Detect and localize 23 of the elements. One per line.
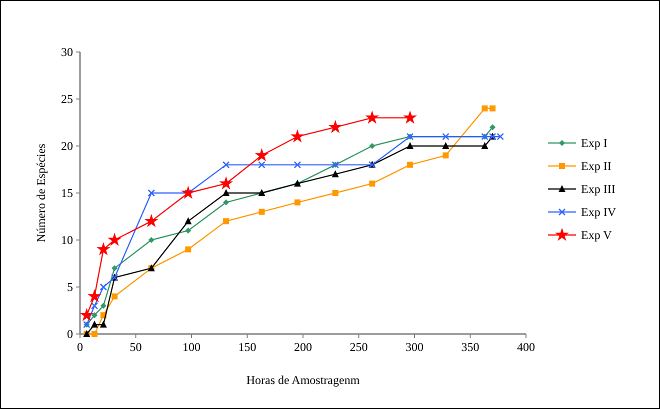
x-tick-label: 350 xyxy=(461,340,480,354)
x-tick-label: 100 xyxy=(182,340,200,354)
y-tick-label: 15 xyxy=(61,186,73,200)
y-tick-label: 0 xyxy=(67,327,73,342)
y-tick-label: 10 xyxy=(61,233,73,248)
y-tick-label: 5 xyxy=(67,280,73,294)
legend-label: Exp IV xyxy=(581,205,616,220)
x-tick-label: 300 xyxy=(406,340,424,354)
y-tick-label: 30 xyxy=(61,45,73,60)
x-tick-label: 50 xyxy=(130,340,142,354)
legend-label: Exp II xyxy=(581,159,612,174)
x-tick-label: 150 xyxy=(238,340,256,354)
x-tick-label: 200 xyxy=(294,340,312,354)
x-tick-label: 400 xyxy=(517,340,535,354)
y-tick-label: 20 xyxy=(61,139,73,154)
x-tick-label: 0 xyxy=(77,340,83,354)
x-tick-label: 250 xyxy=(350,340,368,354)
x-axis-title: Horas de Amostragenm xyxy=(246,373,360,387)
y-tick-label: 25 xyxy=(61,92,73,106)
legend-label: Exp V xyxy=(581,228,612,242)
y-axis-title: Número de Espécies xyxy=(34,143,48,242)
legend-label: Exp III xyxy=(581,182,616,196)
legend-label: Exp I xyxy=(581,136,608,150)
